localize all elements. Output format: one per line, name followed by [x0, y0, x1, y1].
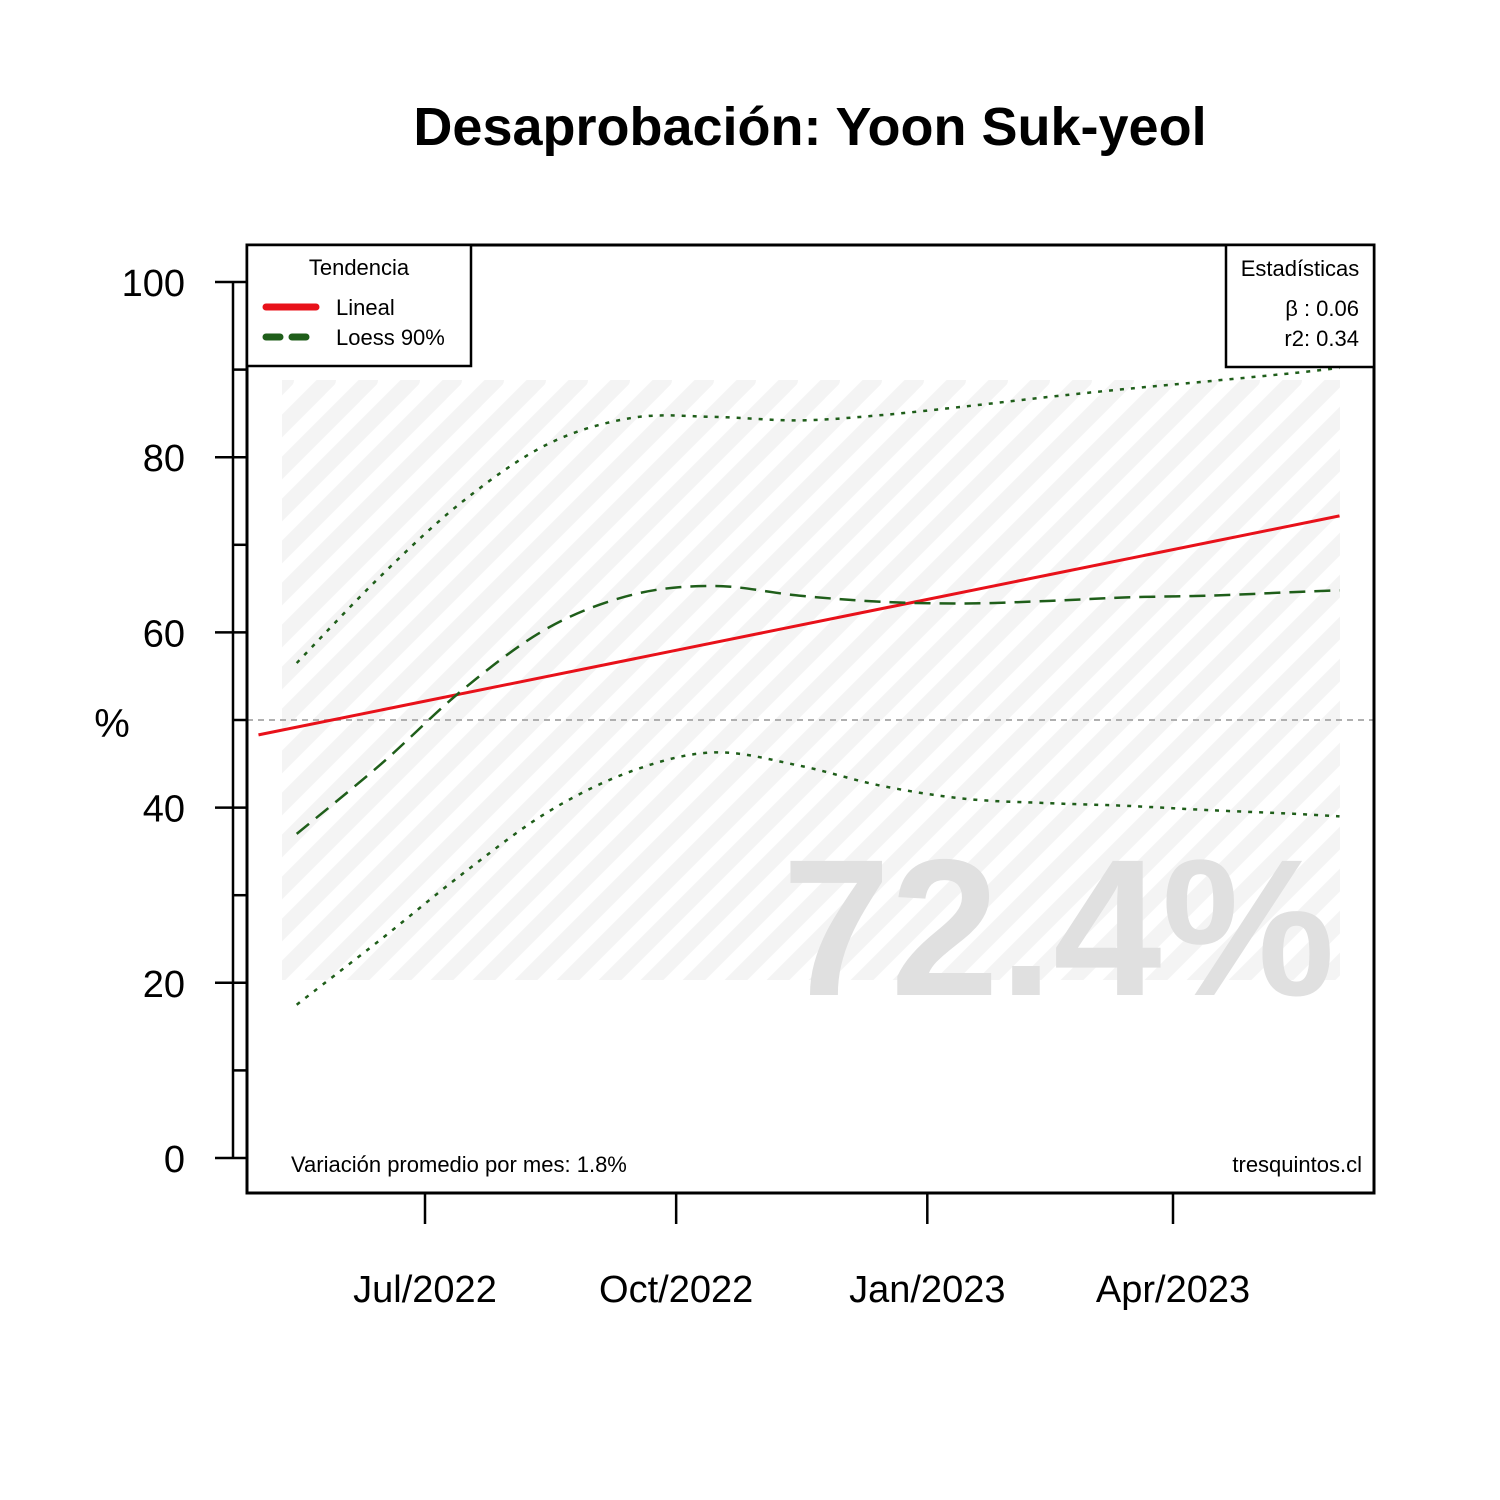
footer-source: tresquintos.cl	[1232, 1152, 1362, 1177]
legend: Tendencia Lineal Loess 90%	[245, 243, 473, 368]
legend-label-lineal: Lineal	[336, 295, 395, 320]
series-loess-fit	[295, 584, 1340, 835]
hatch-stripe	[282, 380, 714, 816]
hatch-stripe	[282, 380, 420, 522]
x-tick-label: Apr/2023	[1096, 1269, 1250, 1311]
y-axis: 0 20 40 60 80 100	[122, 263, 247, 1181]
hatch-stripe	[282, 380, 546, 648]
hatch-band	[0, 380, 1500, 1000]
hatch-stripe	[346, 380, 966, 980]
y-axis-label: %	[94, 702, 130, 746]
footer-variation: Variación promedio por mes: 1.8%	[291, 1152, 627, 1177]
chart-title: Desaprobación: Yoon Suk-yeol	[413, 97, 1206, 157]
legend-title: Tendencia	[309, 255, 410, 280]
legend-label-loess: Loess 90%	[336, 325, 445, 350]
hatch-stripe	[304, 380, 924, 980]
series-linear-trend	[258, 514, 1340, 737]
y-tick-label: 40	[143, 789, 185, 831]
hatch-stripe	[282, 380, 840, 942]
hatch-stripe	[766, 406, 1340, 980]
hatch-stripe	[1346, 380, 1500, 1000]
hatch-stripe	[1144, 784, 1340, 980]
hatch-stripe	[1228, 868, 1340, 980]
hatch-stripe	[282, 380, 588, 690]
hatch-stripe	[934, 574, 1340, 980]
y-tick-label: 80	[143, 438, 185, 480]
hatch-stripe	[430, 380, 1050, 980]
hatch-stripe	[282, 380, 462, 564]
hatch-stripe	[892, 532, 1340, 980]
hatch-stripe	[640, 380, 1260, 980]
hatch-stripe	[282, 380, 756, 858]
hatch-stripe	[282, 380, 672, 774]
y-tick-label: 60	[143, 613, 185, 655]
stats-box-frame	[1224, 243, 1376, 369]
hatch-stripe	[282, 380, 504, 606]
x-tick-label: Jul/2022	[353, 1269, 497, 1311]
hatch-stripe	[0, 380, 244, 1000]
stats-r2: r2: 0.34	[1284, 326, 1359, 351]
hatch-stripe	[724, 380, 1340, 980]
hatch-stripe	[1186, 826, 1340, 980]
watermark-value: 72.4%	[782, 819, 1335, 1037]
hatch-stripe	[282, 380, 630, 732]
hatch-stripe	[598, 380, 1218, 980]
hatch-stripe	[556, 380, 1176, 980]
hatch-stripe	[282, 380, 882, 980]
series-group	[258, 366, 1340, 1006]
hatch-stripe	[682, 380, 1302, 980]
hatch-stripe	[388, 380, 1008, 980]
hatch-stripe	[850, 490, 1340, 980]
y-tick-label: 20	[143, 964, 185, 1006]
x-tick-label: Jan/2023	[849, 1269, 1005, 1311]
y-tick-label: 100	[122, 263, 185, 305]
series-loess-lower-band	[295, 751, 1340, 1006]
hatch-stripe	[514, 380, 1134, 980]
hatch-stripe	[808, 448, 1340, 980]
hatch-stripe	[1102, 742, 1340, 980]
stats-box: Estadísticas β : 0.06 r2: 0.34	[1224, 243, 1376, 369]
hatch-stripe	[472, 380, 1092, 980]
x-axis: Jul/2022 Oct/2022 Jan/2023 Apr/2023	[353, 1193, 1250, 1311]
hatch-stripe	[976, 616, 1340, 980]
hatch-stripe	[1060, 700, 1340, 980]
stats-title: Estadísticas	[1241, 256, 1360, 281]
y-tick-label: 0	[164, 1139, 185, 1181]
series-loess-upper-band	[295, 366, 1340, 664]
x-tick-label: Oct/2022	[599, 1269, 753, 1311]
hatch-stripe	[1018, 658, 1340, 980]
stats-beta: β : 0.06	[1285, 296, 1359, 321]
